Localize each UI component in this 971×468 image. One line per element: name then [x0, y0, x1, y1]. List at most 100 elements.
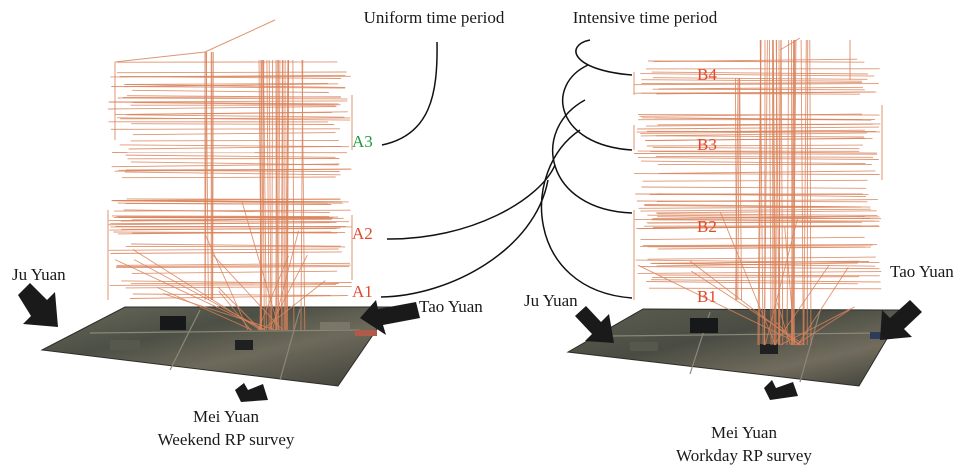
connector-intensive-b3 [562, 64, 633, 151]
trajectory-line [640, 208, 871, 212]
trajectory-line [652, 88, 865, 91]
arrow-mei-yuan-left [235, 383, 268, 402]
trajectory-line [655, 135, 864, 138]
trajectory-line [655, 155, 874, 158]
connector-intensive-b4 [575, 39, 633, 76]
trajectory-line [646, 281, 859, 285]
trajectory-line [650, 279, 881, 283]
trajectory-line [132, 102, 341, 106]
trajectory-line [764, 218, 798, 346]
trajectory-line [650, 150, 878, 154]
left-place-mei-yuan: Mei Yuan [193, 407, 259, 426]
trajectory-line [121, 176, 336, 179]
trajectory-line [117, 202, 332, 205]
trajectory-line [292, 59, 295, 331]
trajectory-line [637, 264, 803, 346]
trajectory-line [126, 84, 346, 88]
trajectory-line [640, 160, 866, 165]
left-caption: Weekend RP survey [157, 430, 295, 449]
connector-intensive-a2 [386, 164, 556, 240]
trajectory-line [689, 260, 801, 346]
connector-curves [380, 39, 633, 299]
arrow-tao-yuan-left [360, 300, 420, 335]
trajectory-line [768, 39, 772, 346]
trajectory-line [803, 39, 807, 346]
trajectory-line [792, 39, 795, 346]
trajectory-line [806, 39, 809, 346]
trajectory-line [763, 39, 768, 346]
trajectory-line [268, 254, 308, 331]
left-place-ju-yuan: Ju Yuan [12, 265, 66, 284]
trajectory-line [786, 39, 790, 346]
trajectory-line [110, 251, 342, 254]
trajectory-line [647, 137, 866, 142]
connector-intensive-b1 [540, 129, 633, 299]
trajectory-line [108, 221, 337, 226]
trajectory-line [117, 97, 348, 100]
trajectory-line [790, 39, 795, 346]
trajectory-line [280, 59, 283, 331]
trajectory-line [633, 91, 875, 94]
right-place-tao-yuan: Tao Yuan [890, 262, 954, 281]
trajectory-line [800, 39, 804, 346]
trajectory-line [653, 58, 858, 62]
arrow-ju-yuan-left [18, 283, 58, 327]
trajectory-line [116, 264, 351, 268]
trajectory-line [130, 139, 339, 142]
marker-b2: B2 [697, 217, 717, 236]
trajectory-line [792, 39, 797, 346]
trajectory-line [642, 244, 878, 247]
intensive-time-period-header: Intensive time period [572, 8, 718, 27]
trajectory-line [637, 271, 882, 274]
trajectory-line [271, 59, 274, 331]
trajectory-line [125, 245, 346, 248]
trajectory-line [642, 179, 868, 182]
trajectory-line [797, 267, 849, 346]
trajectory-line [130, 161, 339, 166]
trajectory-line [125, 154, 336, 158]
trajectory-line [772, 39, 775, 346]
trajectory-line [637, 126, 880, 130]
trajectory-line [156, 286, 253, 331]
trajectory-line [129, 295, 348, 299]
trajectory-line [132, 217, 332, 219]
trajectory-line [204, 233, 249, 331]
trajectory-line [640, 132, 868, 137]
trajectory-line [241, 201, 280, 331]
right-map-plane [566, 308, 905, 387]
trajectory-line [114, 259, 266, 331]
trajectory-line [641, 82, 863, 85]
trajectory-line [633, 37, 851, 300]
trajectory-line [776, 302, 791, 346]
trajectory-line [634, 217, 871, 221]
trajectory-line [162, 293, 276, 331]
trajectory-line [131, 270, 338, 274]
marker-a3: A3 [352, 132, 373, 151]
trajectory-line [784, 226, 796, 346]
trajectory-line [126, 114, 345, 118]
trajectory-line [116, 117, 351, 121]
arrow-ju-yuan-right [575, 306, 614, 343]
trajectory-line [108, 219, 349, 223]
trajectory-line [657, 123, 874, 126]
trajectory-line [115, 200, 342, 203]
trajectory-line [124, 171, 341, 176]
trajectory-line [131, 218, 332, 221]
trajectory-line [109, 284, 337, 286]
marker-b4: B4 [697, 65, 717, 84]
trajectory-line [131, 243, 341, 247]
trajectory-line [111, 215, 330, 218]
trajectory-line [205, 51, 209, 301]
trajectory-line [113, 231, 338, 234]
trajectory-line [272, 230, 300, 331]
trajectory-line [646, 221, 863, 224]
trajectory-line [647, 256, 876, 260]
trajectory-line [109, 227, 341, 231]
trajectory-line [651, 71, 869, 75]
trajectory-line [656, 262, 858, 267]
marker-b1: B1 [697, 287, 717, 306]
trajectory-line [658, 86, 864, 90]
trajectory-line [647, 214, 880, 218]
trajectory-line [646, 144, 863, 147]
trajectory-line [108, 248, 339, 251]
